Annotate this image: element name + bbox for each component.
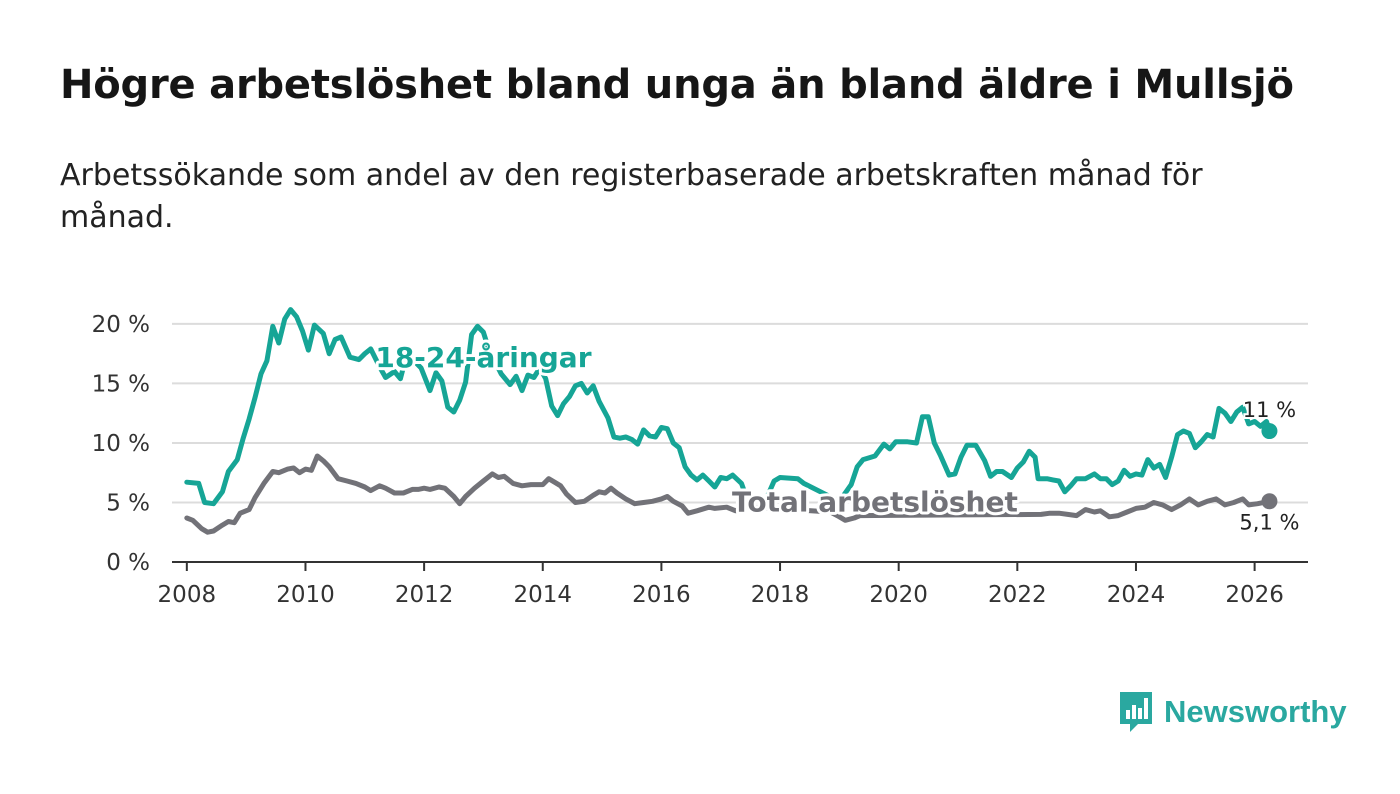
end-point-marker bbox=[1261, 493, 1278, 510]
chart-subtitle: Arbetssökande som andel av den registerb… bbox=[60, 158, 1203, 235]
series-label: 18-24-åringar bbox=[375, 341, 591, 374]
brand-logo: Newsworthy bbox=[1118, 690, 1347, 734]
y-tick-label: 10 % bbox=[92, 431, 150, 457]
x-tick-label: 2022 bbox=[988, 582, 1047, 608]
y-tick-label: 0 % bbox=[106, 550, 150, 576]
x-tick-label: 2016 bbox=[632, 582, 691, 608]
y-tick-label: 20 % bbox=[92, 312, 150, 338]
x-tick-label: 2012 bbox=[395, 582, 454, 608]
x-tick-label: 2026 bbox=[1225, 582, 1284, 608]
series-label: Total arbetslöshet bbox=[732, 485, 1018, 518]
y-tick-label: 5 % bbox=[106, 490, 150, 516]
brand-name: Newsworthy bbox=[1164, 694, 1347, 729]
series-labels: 11 % 5,1 % 18-24-åringar Total arbetslöshet bbox=[372, 338, 1301, 536]
end-value-label: 5,1 % bbox=[1239, 510, 1299, 534]
x-tick-label: 2014 bbox=[513, 582, 572, 608]
x-tick-label: 2008 bbox=[158, 582, 217, 608]
x-tick-label: 2020 bbox=[869, 582, 928, 608]
series-line bbox=[184, 307, 1272, 513]
x-tick-label: 2010 bbox=[276, 582, 335, 608]
end-point-marker bbox=[1261, 423, 1278, 440]
x-tick-label: 2024 bbox=[1107, 582, 1166, 608]
y-tick-label: 15 % bbox=[92, 371, 150, 397]
chart-title: Högre arbetslöshet bland unga än bland ä… bbox=[60, 62, 1294, 108]
series-lines bbox=[184, 307, 1278, 535]
newsworthy-logo-icon bbox=[1120, 692, 1152, 732]
series-line bbox=[184, 453, 1272, 535]
grid-lines bbox=[172, 322, 1308, 504]
end-value-label: 11 % bbox=[1243, 398, 1296, 422]
x-tick-label: 2018 bbox=[751, 582, 810, 608]
axes: 0 % 5 % 10 % 15 % 20 % 2008 2010 2012 2014 2016 20… bbox=[92, 312, 1308, 608]
